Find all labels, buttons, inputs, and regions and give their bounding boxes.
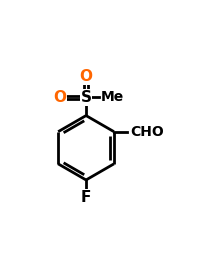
Text: O: O — [79, 69, 93, 84]
Text: Me: Me — [101, 90, 124, 104]
Text: O: O — [53, 90, 66, 105]
Text: S: S — [81, 90, 92, 105]
Text: CHO: CHO — [130, 125, 164, 139]
Text: F: F — [81, 190, 91, 205]
